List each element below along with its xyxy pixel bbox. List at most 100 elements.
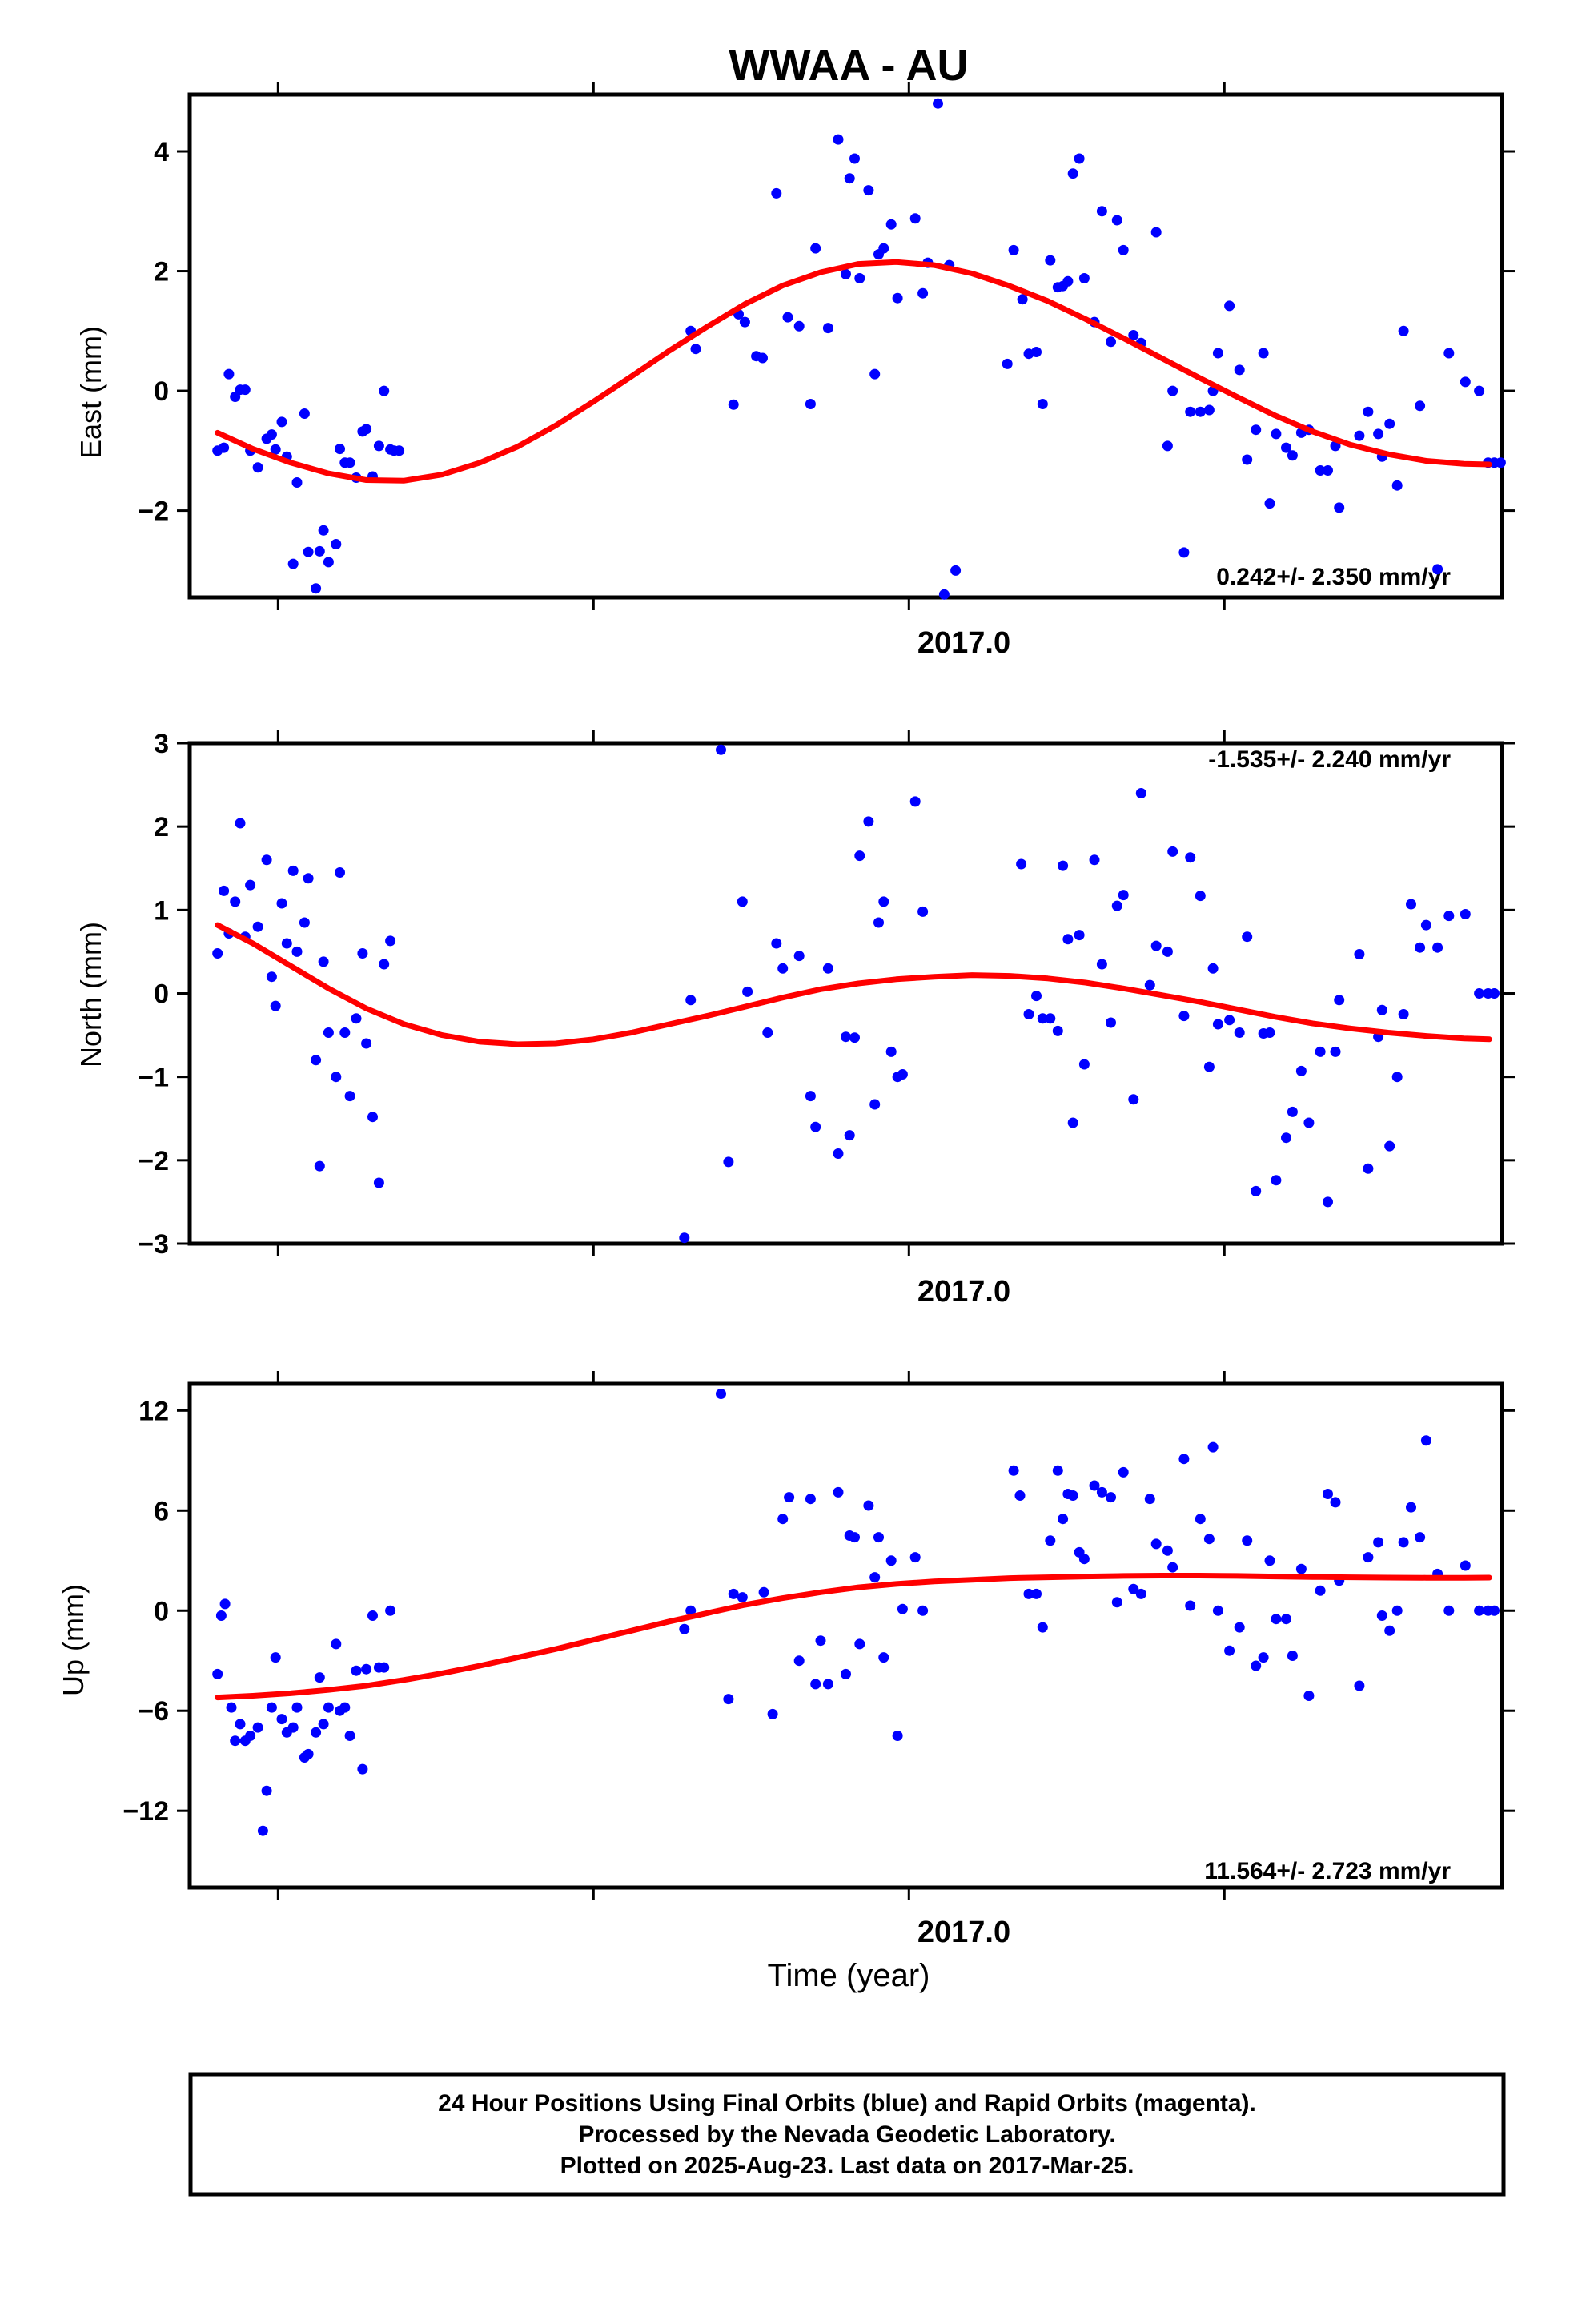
north-data-point bbox=[367, 1112, 378, 1123]
up-data-point bbox=[1096, 1486, 1107, 1498]
north-data-point bbox=[219, 885, 230, 896]
up-data-point bbox=[767, 1708, 778, 1719]
up-data-point bbox=[1398, 1537, 1409, 1548]
north-fit-line bbox=[215, 922, 1492, 1047]
north-data-point bbox=[1058, 860, 1069, 871]
east-data-point bbox=[373, 440, 384, 452]
north-data-point bbox=[357, 948, 368, 959]
up-data-point bbox=[1391, 1605, 1403, 1616]
east-data-point bbox=[1128, 330, 1139, 340]
north-frame bbox=[187, 741, 1504, 1246]
up-rate-text: 11.564+/- 2.723 mm/yr bbox=[1204, 1858, 1451, 1884]
east-data-point bbox=[1323, 465, 1333, 476]
up-data-point bbox=[1078, 1554, 1090, 1565]
up-data-point bbox=[1207, 1441, 1219, 1453]
north-data-point bbox=[1067, 1117, 1078, 1128]
east-data-point bbox=[318, 525, 329, 536]
up-data-point bbox=[291, 1702, 303, 1713]
north-data-point bbox=[1281, 1132, 1291, 1144]
north-data-point bbox=[1128, 1094, 1139, 1105]
up-data-point bbox=[357, 1763, 368, 1775]
up-ytick-label: −6 bbox=[138, 1696, 169, 1727]
up-data-point bbox=[1195, 1514, 1206, 1525]
east-data-point bbox=[1008, 244, 1019, 255]
up-data-point bbox=[1111, 1597, 1122, 1608]
east-data-point bbox=[344, 457, 355, 468]
north-data-point bbox=[339, 1027, 351, 1038]
up-data-point bbox=[815, 1635, 826, 1647]
north-data-point bbox=[1303, 1117, 1315, 1128]
up-data-point bbox=[873, 1532, 884, 1543]
north-data-point bbox=[679, 1232, 690, 1244]
north-data-point bbox=[1144, 979, 1155, 991]
north-data-point bbox=[885, 1046, 897, 1057]
east-data-point bbox=[863, 185, 874, 196]
up-xtick-label: 2017.0 bbox=[917, 1916, 1010, 1949]
north-data-point bbox=[854, 850, 865, 862]
north-data-point bbox=[379, 959, 390, 970]
east-ylabel: East (mm) bbox=[74, 326, 107, 459]
east-data-point bbox=[252, 462, 263, 473]
east-data-point bbox=[1067, 168, 1078, 179]
north-data-point bbox=[1354, 949, 1365, 959]
north-data-point bbox=[1474, 988, 1485, 999]
east-data-point bbox=[1212, 348, 1223, 359]
north-data-point bbox=[1185, 852, 1196, 863]
up-data-point bbox=[1315, 1585, 1326, 1596]
up-data-point bbox=[784, 1492, 795, 1503]
north-data-point bbox=[1045, 1013, 1056, 1024]
north-data-point bbox=[351, 1013, 362, 1024]
east-data-point bbox=[287, 558, 299, 569]
up-data-point bbox=[1330, 1497, 1341, 1508]
up-data-point bbox=[230, 1735, 241, 1747]
up-data-point bbox=[1203, 1534, 1215, 1545]
up-data-point bbox=[212, 1668, 223, 1679]
up-data-point bbox=[318, 1719, 329, 1730]
north-data-point bbox=[909, 796, 921, 807]
east-data-point bbox=[323, 557, 334, 568]
up-data-point bbox=[1162, 1545, 1173, 1556]
north-ylabel: North (mm) bbox=[74, 922, 107, 1068]
up-data-point bbox=[351, 1665, 362, 1676]
up-fit-line bbox=[215, 1573, 1492, 1701]
north-data-point bbox=[844, 1130, 855, 1141]
up-data-point bbox=[892, 1731, 903, 1741]
east-data-point bbox=[1074, 153, 1085, 164]
up-data-point bbox=[1150, 1538, 1162, 1550]
up-data-point bbox=[1303, 1691, 1315, 1701]
north-data-point bbox=[335, 867, 345, 878]
up-data-point bbox=[1052, 1465, 1063, 1476]
up-data-point bbox=[1037, 1622, 1048, 1633]
up-data-point bbox=[1258, 1652, 1269, 1663]
up-data-point bbox=[1323, 1489, 1333, 1499]
north-data-point bbox=[833, 1148, 844, 1159]
east-data-point bbox=[1150, 227, 1162, 238]
up-data-point bbox=[1406, 1502, 1416, 1513]
north-data-point bbox=[276, 898, 287, 909]
east-data-point bbox=[311, 583, 322, 594]
up-data-point bbox=[1089, 1480, 1100, 1491]
north-data-point bbox=[1052, 1025, 1063, 1036]
north-data-point bbox=[318, 956, 329, 967]
north-data-point bbox=[252, 921, 263, 932]
up-data-point bbox=[1376, 1610, 1387, 1621]
up-data-point bbox=[841, 1668, 851, 1679]
up-data-point bbox=[810, 1679, 821, 1690]
up-data-point bbox=[361, 1663, 372, 1675]
north-data-point bbox=[1096, 959, 1107, 970]
up-data-point bbox=[1118, 1466, 1129, 1478]
up-data-point bbox=[303, 1748, 314, 1759]
up-data-point bbox=[252, 1722, 263, 1733]
east-data-point bbox=[223, 368, 235, 380]
caption-line-1: 24 Hour Positions Using Final Orbits (bl… bbox=[438, 2090, 1256, 2117]
up-ylabel: Up (mm) bbox=[57, 1584, 90, 1696]
north-data-point bbox=[344, 1091, 355, 1102]
up-data-point bbox=[1067, 1490, 1078, 1501]
panel-up: Up (mm) 2017.0 11.564+/- 2.723 mm/yr −12… bbox=[57, 1371, 1515, 1949]
up-data-point bbox=[863, 1500, 874, 1511]
north-data-point bbox=[805, 1091, 816, 1102]
east-data-point bbox=[1264, 498, 1275, 509]
north-data-point bbox=[1023, 1009, 1034, 1019]
east-data-point bbox=[1162, 440, 1173, 452]
up-ytick-label: 12 bbox=[139, 1396, 169, 1426]
